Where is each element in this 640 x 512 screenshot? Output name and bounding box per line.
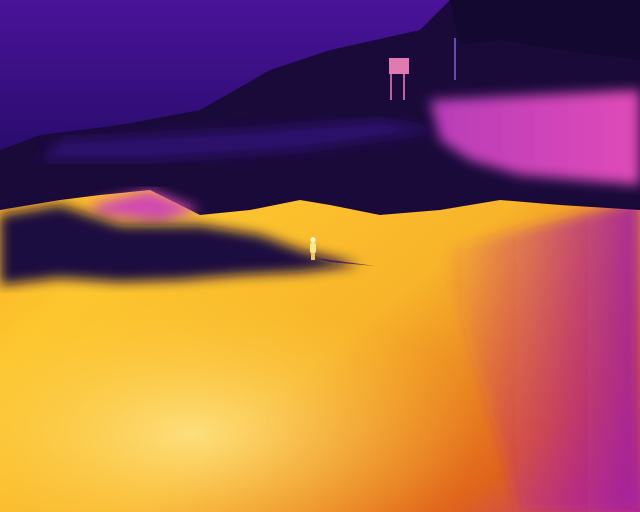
- person-shadow: [316, 258, 375, 266]
- person-head: [310, 237, 316, 243]
- person-legs: [311, 253, 315, 260]
- hillside: [0, 0, 450, 150]
- person-body: [310, 243, 316, 253]
- road: [40, 120, 440, 160]
- sign-post: [390, 74, 392, 100]
- warm-lot: [430, 90, 640, 185]
- warm-patch: [90, 190, 200, 222]
- trees: [450, 0, 640, 60]
- cool-edge: [440, 200, 640, 512]
- sign: [389, 58, 409, 74]
- sign-post: [403, 74, 405, 100]
- tree-shadow: [0, 205, 360, 285]
